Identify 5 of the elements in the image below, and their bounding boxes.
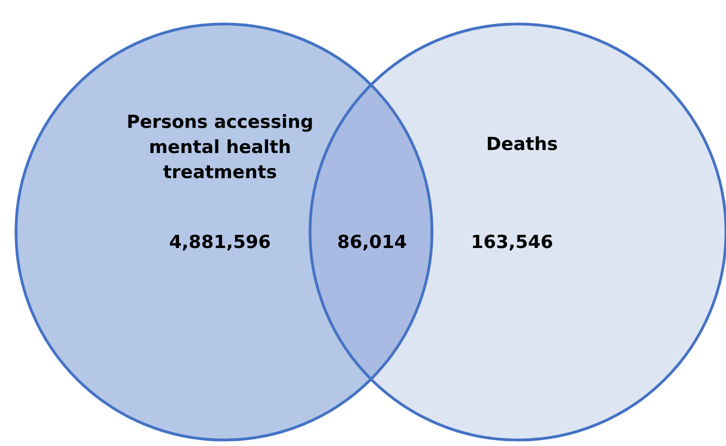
- data-label: 163,546: [472, 234, 552, 251]
- category-label: Persons accessing mental health treatments: [128, 114, 312, 178]
- data-label: 4,881,596: [170, 234, 270, 251]
- category-label: Deaths: [488, 136, 557, 150]
- data-label: 86,014: [338, 234, 406, 251]
